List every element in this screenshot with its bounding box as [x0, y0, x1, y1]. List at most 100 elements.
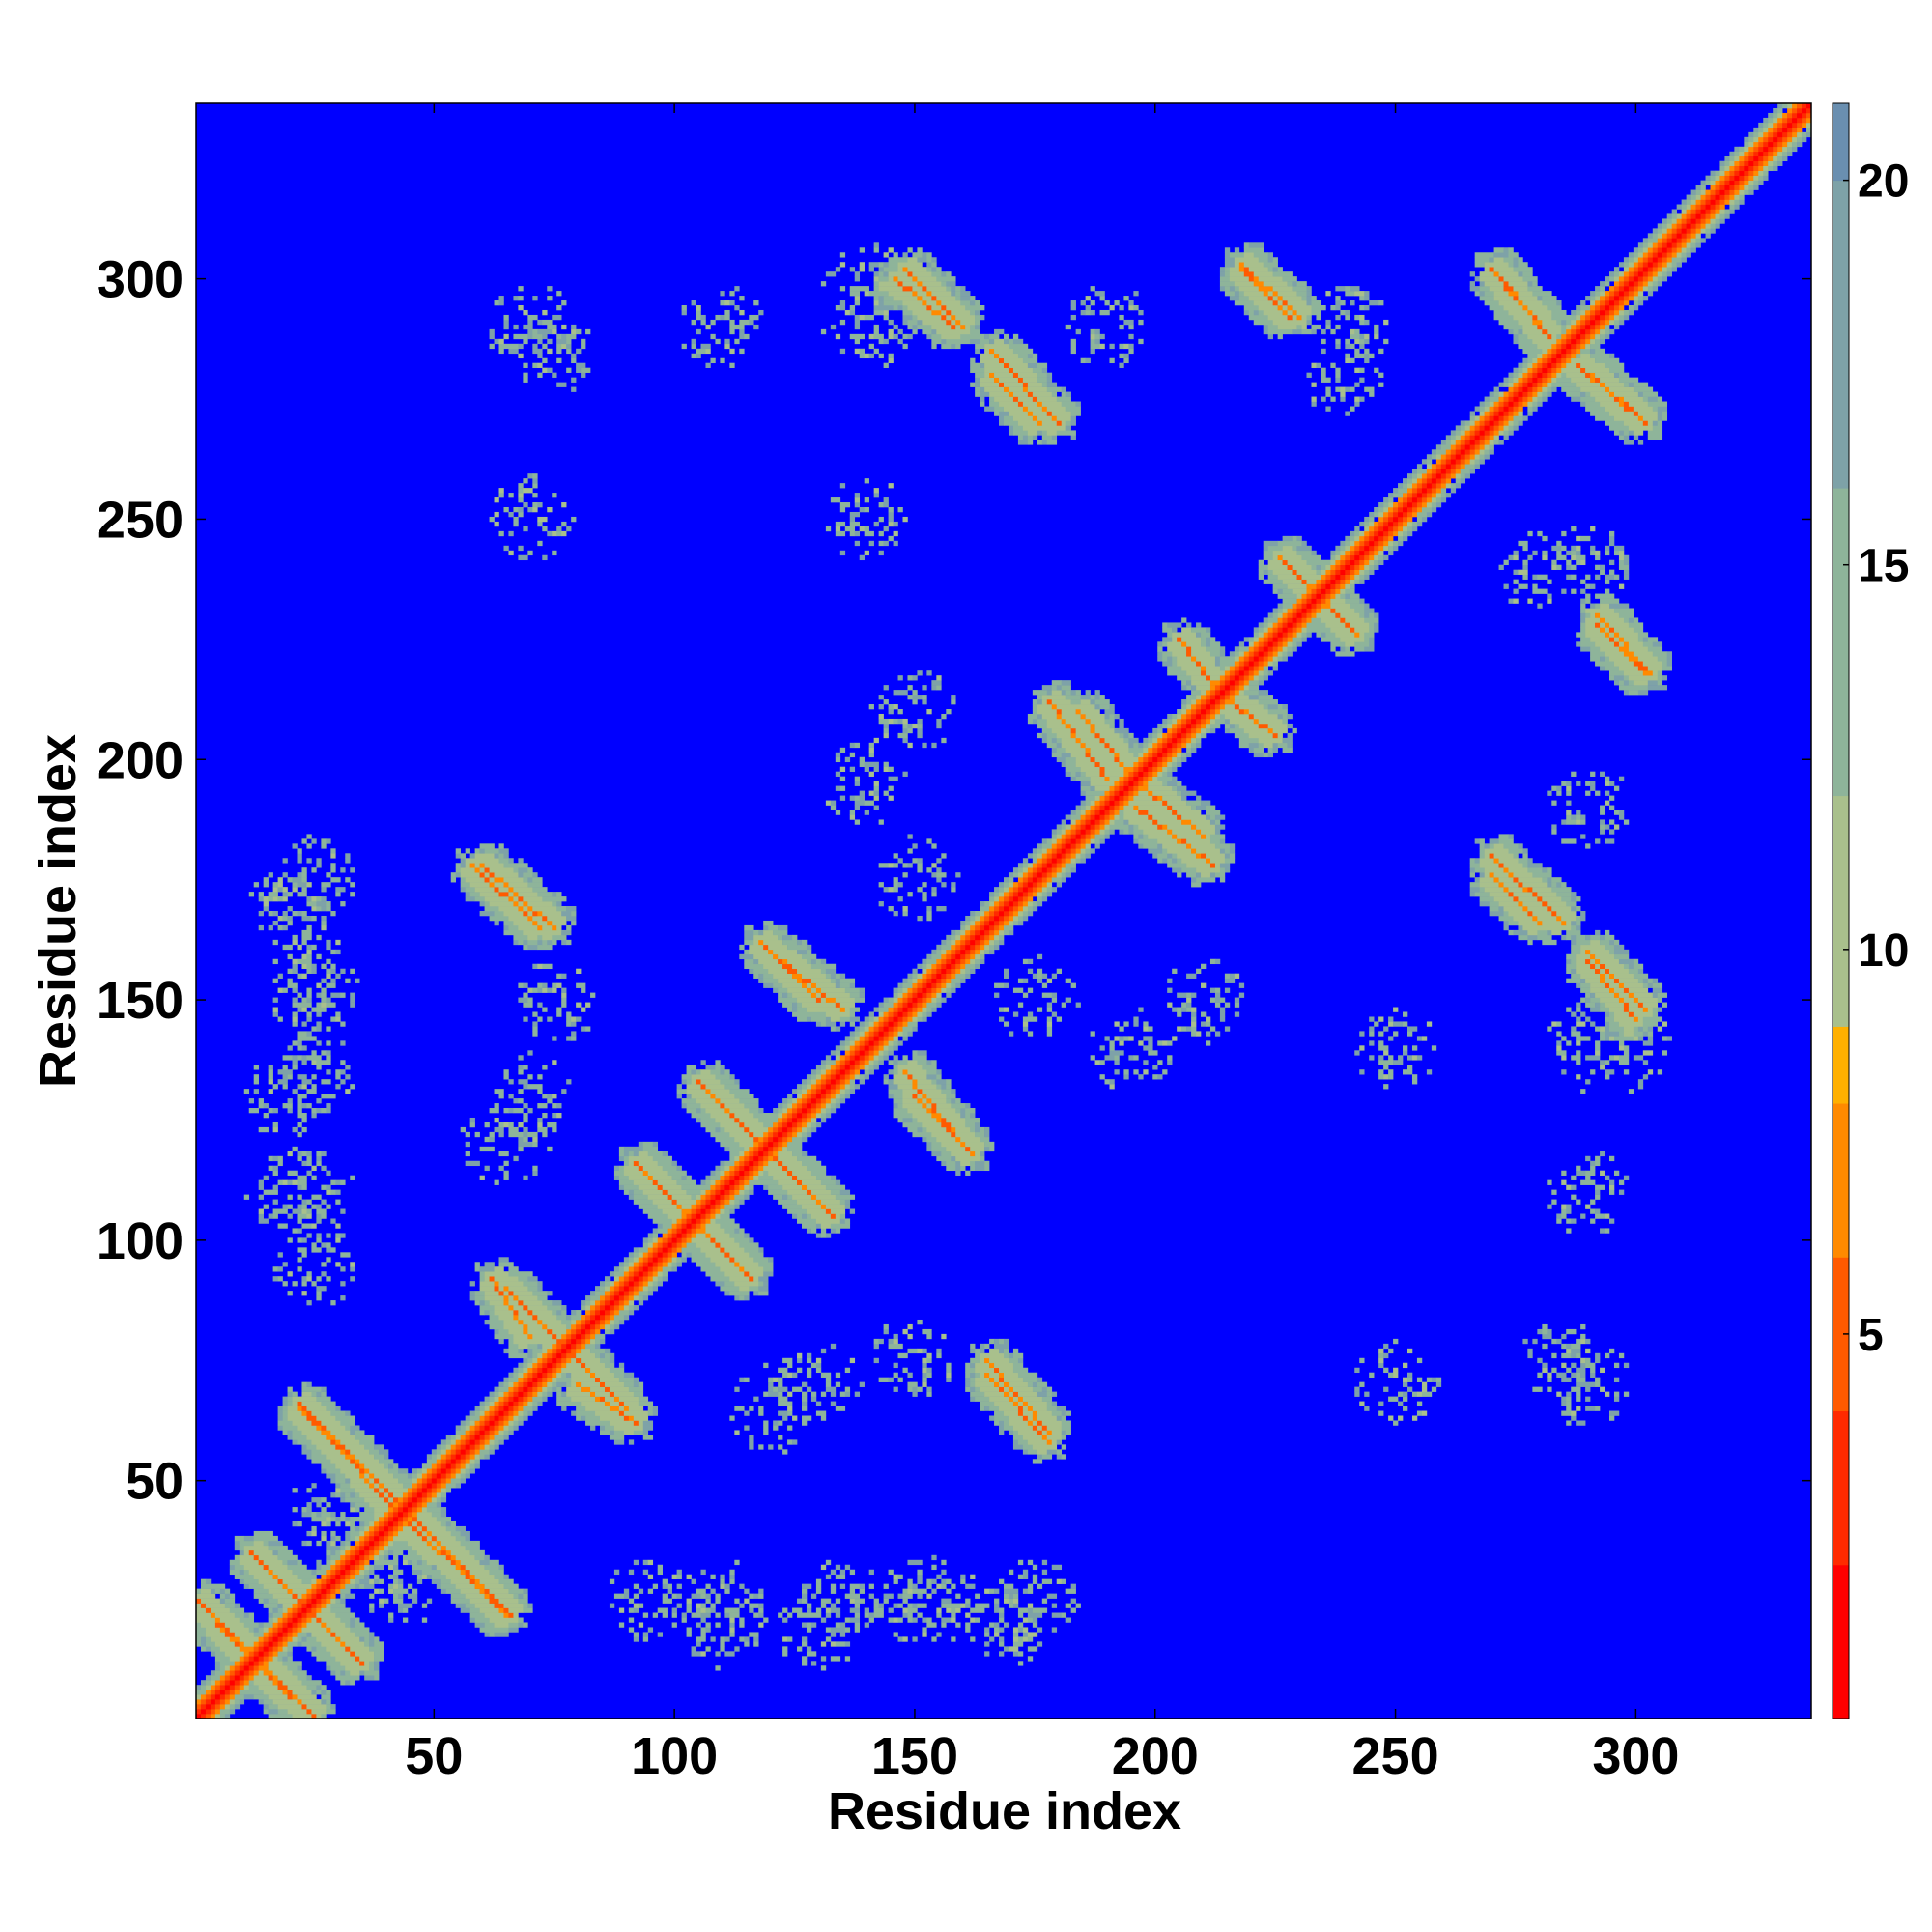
heatmap-cell — [1600, 1386, 1605, 1392]
heatmap-cell — [652, 1237, 659, 1243]
heatmap-cell — [797, 1007, 808, 1012]
heatmap-cell — [662, 1266, 672, 1272]
heatmap-cell — [830, 1228, 837, 1234]
heatmap-cell — [431, 1535, 438, 1542]
heatmap-cell — [671, 1612, 677, 1618]
heatmap-cell — [778, 1199, 798, 1205]
heatmap-cell — [768, 1155, 774, 1162]
heatmap-cell — [440, 1520, 447, 1527]
heatmap-cell — [277, 1179, 283, 1185]
heatmap-cell — [1642, 1050, 1654, 1056]
heatmap-cell — [393, 1598, 404, 1604]
heatmap-cell — [984, 1141, 995, 1148]
heatmap-cell — [671, 1223, 677, 1229]
heatmap-cell — [753, 1641, 759, 1647]
heatmap-cell — [787, 1165, 808, 1172]
heatmap-cell — [758, 1160, 764, 1167]
heatmap-cell — [523, 1323, 528, 1330]
heatmap-cell — [277, 1554, 298, 1561]
heatmap-cell — [479, 1271, 485, 1277]
heatmap-cell — [1219, 1016, 1226, 1022]
heatmap-cell — [623, 1155, 630, 1162]
heatmap-cell — [700, 1060, 706, 1065]
heatmap-cell — [340, 1266, 346, 1272]
heatmap-cell — [1609, 1155, 1615, 1162]
heatmap-cell — [965, 1170, 971, 1176]
heatmap-cell — [205, 1714, 212, 1719]
heatmap-cell — [787, 1098, 793, 1104]
heatmap-cell — [253, 1665, 259, 1671]
heatmap-cell — [311, 1598, 317, 1604]
heatmap-cell — [364, 1478, 370, 1484]
heatmap-cell — [532, 1377, 538, 1382]
heatmap-cell — [287, 1690, 293, 1695]
heatmap-cell — [609, 1603, 615, 1608]
heatmap-cell — [1647, 1026, 1654, 1032]
heatmap-cell — [498, 1094, 504, 1099]
heatmap-cell — [1017, 1002, 1024, 1008]
heatmap-cell — [1628, 1007, 1644, 1012]
heatmap-cell — [922, 1362, 927, 1369]
heatmap-cell — [844, 1564, 851, 1571]
heatmap-cell — [196, 1636, 202, 1642]
heatmap-cell — [311, 1459, 331, 1464]
heatmap-cell — [326, 1473, 336, 1479]
heatmap-cell — [239, 1569, 245, 1576]
heatmap-cell — [287, 1291, 293, 1296]
heatmap-cell — [297, 1184, 302, 1190]
heatmap-cell — [715, 1184, 721, 1190]
heatmap-cell — [311, 1281, 317, 1287]
heatmap-cell — [888, 1377, 894, 1382]
heatmap-cell — [297, 1401, 302, 1406]
heatmap-cell — [676, 1218, 682, 1224]
heatmap-cell — [1547, 1386, 1552, 1392]
heatmap-cell — [609, 1386, 630, 1392]
heatmap-cell — [1403, 1391, 1408, 1397]
heatmap-cell — [393, 1502, 399, 1508]
heatmap-cell — [768, 1136, 774, 1143]
heatmap-cell — [479, 1410, 485, 1416]
heatmap-cell — [1167, 987, 1173, 993]
heatmap-cell — [547, 1386, 553, 1392]
heatmap-cell — [864, 1036, 869, 1041]
heatmap-cell — [710, 1189, 716, 1195]
heatmap-cell — [758, 1291, 769, 1296]
heatmap-cell — [527, 1367, 533, 1374]
heatmap-cell — [306, 1607, 312, 1613]
heatmap-cell — [214, 1661, 221, 1666]
heatmap-cell — [830, 1189, 841, 1195]
heatmap-cell — [513, 1295, 519, 1301]
heatmap-cell — [965, 1113, 971, 1119]
heatmap-cell — [922, 1094, 927, 1099]
heatmap-cell — [440, 1449, 447, 1455]
heatmap-cell — [671, 1252, 677, 1258]
heatmap-cell — [1637, 1026, 1644, 1032]
heatmap-cell — [421, 1569, 442, 1576]
heatmap-cell — [657, 1276, 663, 1282]
heatmap-cell — [618, 1262, 625, 1267]
heatmap-cell — [330, 992, 341, 998]
heatmap-cell — [671, 1622, 677, 1628]
heatmap-cell — [445, 1574, 466, 1579]
heatmap-cell — [440, 1540, 461, 1547]
heatmap-cell — [600, 1319, 606, 1325]
heatmap-cell — [917, 1094, 923, 1099]
heatmap-cell — [623, 1401, 639, 1406]
heatmap-cell — [263, 1632, 269, 1637]
heatmap-cell — [686, 1213, 692, 1219]
heatmap-cell — [859, 1065, 865, 1070]
heatmap-cell — [547, 1348, 553, 1354]
heatmap-cell — [287, 1213, 293, 1219]
heatmap-cell — [1642, 1074, 1649, 1080]
heatmap-cell — [455, 1483, 461, 1489]
heatmap-cell — [1609, 1055, 1615, 1061]
heatmap-cell — [1393, 1367, 1399, 1374]
heatmap-cell — [941, 1084, 947, 1090]
heatmap-cell — [326, 1108, 331, 1114]
heatmap-cell — [306, 1530, 312, 1537]
heatmap-cell — [758, 1406, 764, 1411]
heatmap-cell — [460, 1454, 466, 1460]
heatmap-cell — [922, 1122, 942, 1128]
heatmap-cell — [556, 1367, 562, 1374]
heatmap-cell — [768, 1141, 774, 1148]
